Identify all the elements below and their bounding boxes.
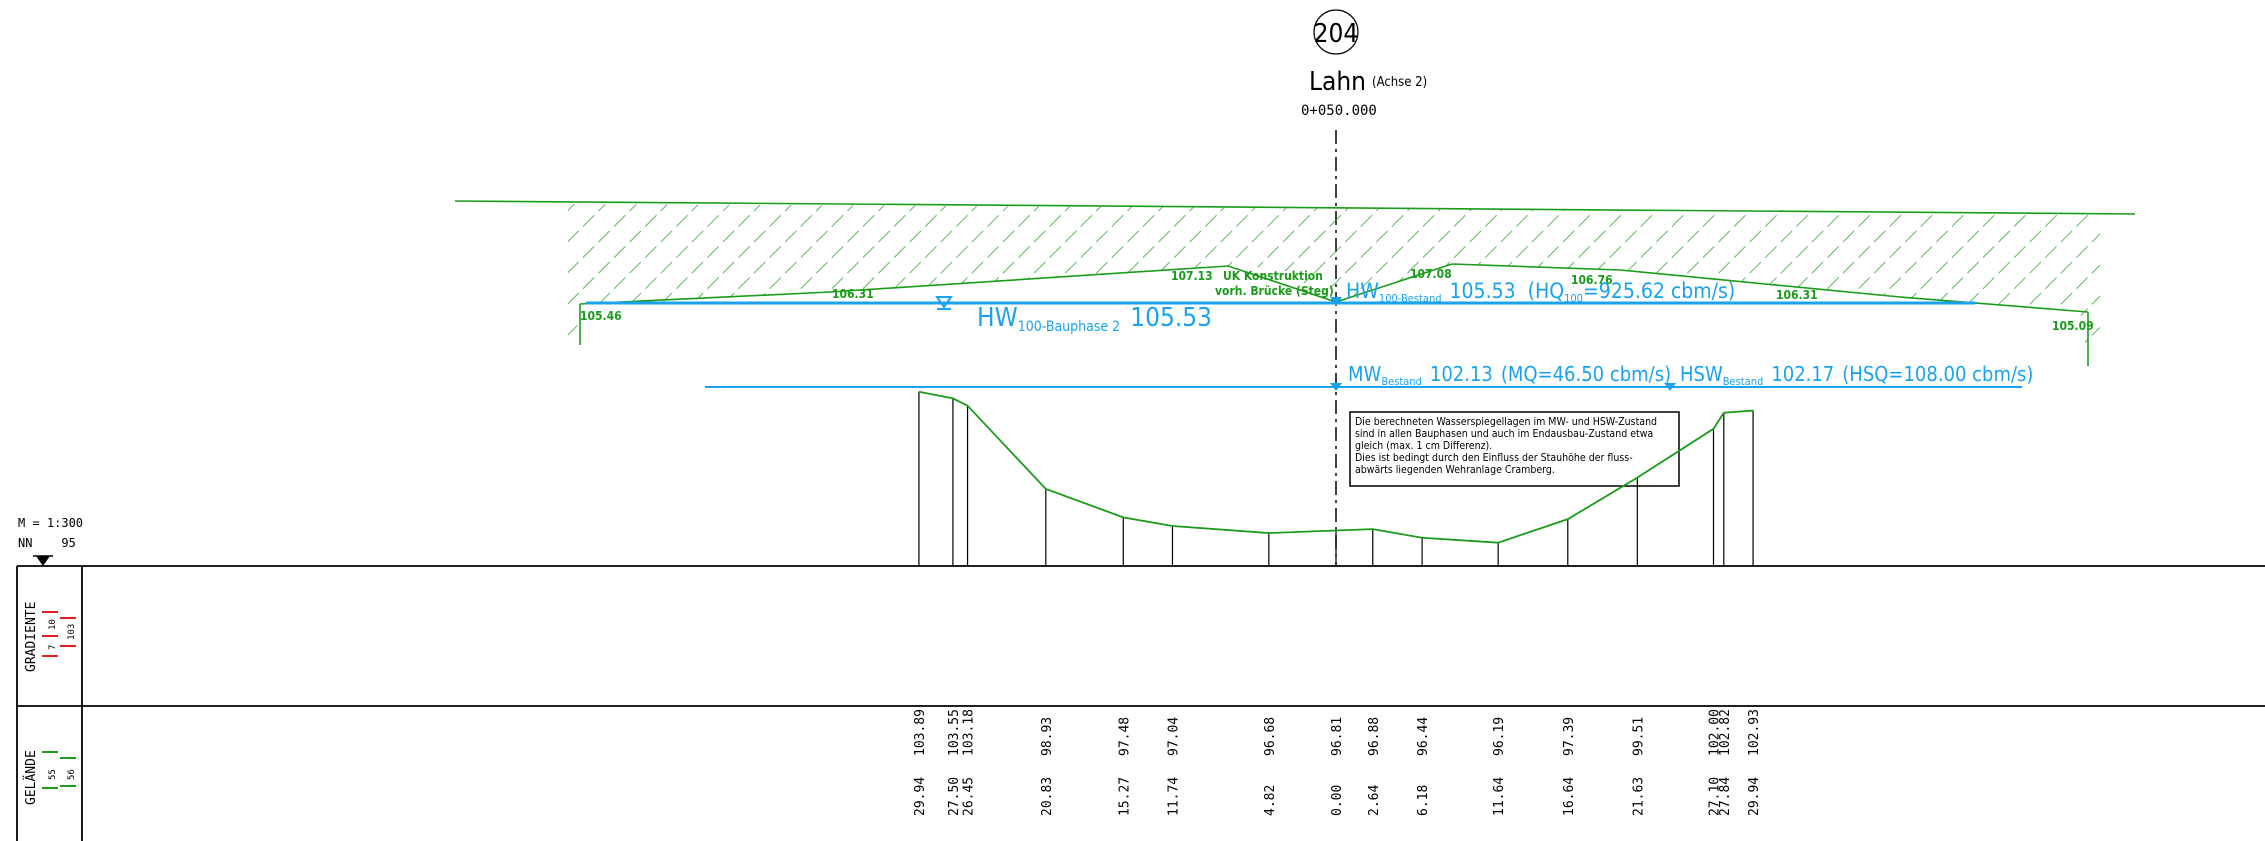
distance-value: 29.94 [913, 777, 928, 816]
gradiente-legend-2: 7 [48, 645, 58, 650]
bridge-label-line2: vorh. Brücke (Steg) [1215, 284, 1334, 298]
bridge-elev-4: 107.08 [1410, 267, 1452, 281]
distance-value: 6.18 [1416, 785, 1431, 816]
upper-embankment [454, 200, 2136, 366]
bridge-elev-3: 107.13 [1171, 269, 1213, 283]
ground-profile [918, 390, 1754, 566]
elevation-value: 96.19 [1492, 717, 1507, 756]
elevation-value: 96.68 [1263, 717, 1278, 756]
gelaende-legend-2: 56 [67, 769, 77, 780]
bridge-elev-5: 106.76 [1571, 273, 1613, 287]
elevation-value: 97.48 [1117, 717, 1132, 756]
elevation-value: 103.55 [947, 709, 962, 756]
scale-info: M = 1:300 NN 95 [18, 516, 83, 566]
hw-bestand-label: HW100-Bestand 105.53 (HQ100=925.62 cbm/s) [1346, 279, 1735, 305]
distance-value: 11.64 [1492, 777, 1507, 816]
elevation-value: 97.39 [1562, 717, 1577, 756]
elevation-value: 99.51 [1631, 717, 1646, 756]
gradiente-label: GRADIENTE [24, 602, 39, 672]
chainage-label: 0+050.000 [1301, 103, 1377, 119]
distance-value: 27.50 [947, 777, 962, 816]
top-terrain-line [454, 200, 2136, 215]
bridge-underside-line [579, 263, 2089, 313]
embankment-hatch [568, 204, 2100, 364]
river-name: Lahn [1309, 67, 1366, 97]
hsw-marker [1664, 383, 1676, 391]
distance-value: 21.63 [1631, 777, 1646, 816]
distance-value: 26.45 [962, 777, 977, 816]
datum-marker-icon [36, 556, 50, 566]
datum-label: NN 95 [18, 536, 76, 550]
scale-label: M = 1:300 [18, 516, 83, 530]
gelaende-row-label: GELÄNDE 55 56 [23, 750, 77, 805]
bridge-elev-1: 105.46 [580, 309, 622, 323]
station-header: 204 Lahn (Achse 2) 0+050.000 [1301, 9, 1427, 119]
station-number: 204 [1314, 19, 1359, 49]
elevation-value: 102.82 [1718, 709, 1733, 756]
ground-line [918, 390, 1754, 544]
profile-table: GRADIENTE 10 7 103 GELÄNDE 55 56 103.89 2… [16, 565, 2265, 841]
distance-value: 27.10 [1708, 777, 1723, 816]
distance-value: 0.00 [1330, 785, 1345, 816]
gelaende-label: GELÄNDE [23, 750, 39, 805]
mw-marker [1330, 383, 1342, 391]
elevation-value: 96.44 [1416, 717, 1431, 756]
hsw-bestand-label: HSWBestand 102.17 (HSQ=108.00 cbm/s) [1680, 362, 2033, 388]
elevation-value: 98.93 [1040, 717, 1055, 756]
bridge-elev-2: 106.31 [832, 287, 874, 301]
elevation-value: 103.89 [913, 709, 928, 756]
distance-value: 4.82 [1263, 785, 1278, 816]
axis-note: (Achse 2) [1372, 75, 1427, 90]
water-levels: HW100-Bauphase 2 105.53 HW100-Bestand 105.… [586, 279, 2033, 391]
bridge-elevations: 105.46 106.31 107.13 107.08 106.76 106.3… [580, 267, 2094, 333]
hw-bauphase-label: HW100-Bauphase 2 105.53 [977, 303, 1212, 335]
elevation-value: 102.93 [1747, 709, 1762, 756]
distance-value: 16.64 [1562, 777, 1577, 816]
table-values: 103.89 29.94 103.55 27.50 103.18 26.45 98.93 20… [913, 709, 1762, 816]
distance-value: 15.27 [1117, 777, 1132, 816]
elevation-value: 97.04 [1166, 717, 1181, 756]
elevation-value: 102.00 [1708, 709, 1723, 756]
distance-value: 2.64 [1367, 785, 1382, 816]
bridge-elev-7: 105.09 [2052, 319, 2094, 333]
gradiente-legend-1: 10 [48, 619, 58, 630]
bridge-elev-6: 106.31 [1776, 288, 1818, 302]
elevation-value: 96.88 [1367, 717, 1382, 756]
gelaende-legend-1: 55 [48, 769, 58, 780]
elevation-value: 96.81 [1330, 717, 1345, 756]
distance-value: 27.84 [1718, 777, 1733, 816]
note-text: Die berechneten Wasserspiegellagen im MW… [1355, 416, 1660, 476]
elevation-value: 103.18 [962, 709, 977, 756]
distance-value: 20.83 [1040, 777, 1055, 816]
gradiente-row-label: GRADIENTE 10 7 103 [24, 602, 77, 672]
gradiente-legend-3: 103 [67, 624, 77, 640]
note-frame [1349, 411, 1680, 487]
distance-value: 11.74 [1166, 777, 1181, 816]
hw-bauphase-marker [935, 296, 953, 309]
note-box: Die berechneten Wasserspiegellagen im MW… [1349, 411, 1680, 487]
bridge-label-line1: UK Konstruktion [1223, 269, 1323, 283]
hw-bestand-marker [1330, 297, 1342, 306]
station-number-circle [1313, 9, 1359, 55]
distance-value: 29.94 [1747, 777, 1762, 816]
mw-bestand-label: MWBestand 102.13 (MQ=46.50 cbm/s) [1348, 362, 1671, 388]
